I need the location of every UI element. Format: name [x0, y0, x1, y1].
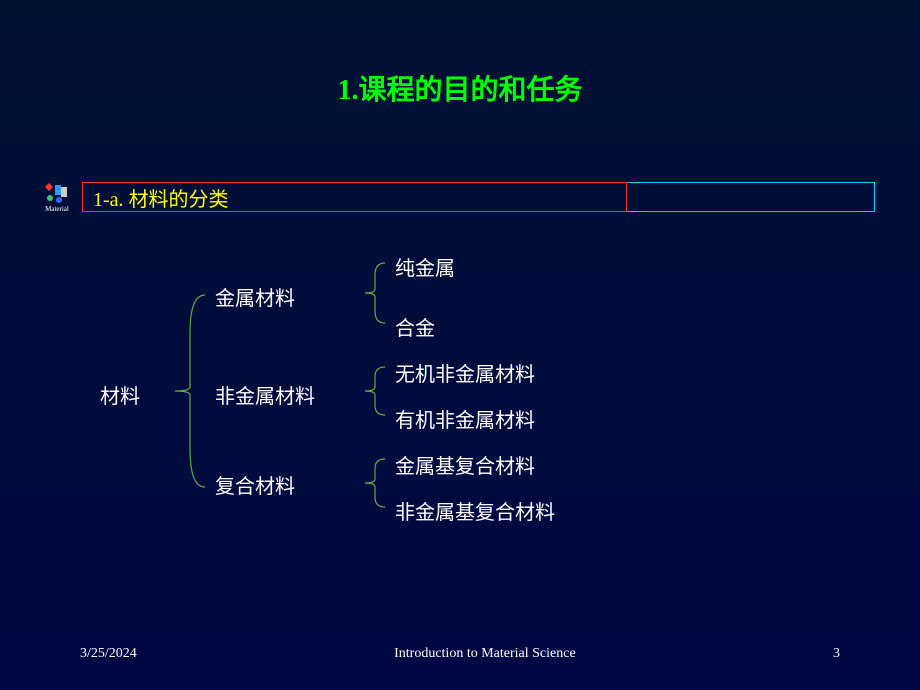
tree-l3-3: 有机非金属材料	[395, 404, 535, 433]
heading-container: 1-a. 材料的分类	[82, 182, 875, 212]
footer-page: 3	[833, 646, 840, 662]
section-header: Material 1-a. 材料的分类	[38, 178, 875, 216]
brace-1	[365, 263, 385, 323]
section-label: 1-a. 材料的分类	[93, 183, 229, 212]
icon-caption: Material	[45, 205, 69, 213]
title-text: 1.课程的目的和任务	[337, 75, 582, 106]
tree-l2-1: 非金属材料	[215, 380, 315, 409]
slide-title: 1.课程的目的和任务	[0, 0, 920, 108]
brace-2	[365, 367, 385, 415]
tree-l3-0: 纯金属	[395, 252, 455, 281]
slide-footer: 3/25/2024 Introduction to Material Scien…	[0, 646, 920, 662]
tree-l2-2: 复合材料	[215, 470, 295, 499]
tree-l3-2: 无机非金属材料	[395, 358, 535, 387]
material-icon: Material	[38, 178, 76, 216]
classification-tree: 材料 金属材料非金属材料复合材料 纯金属合金无机非金属材料有机非金属材料金属基复合材…	[95, 240, 870, 540]
brace-layer	[95, 240, 870, 540]
brace-3	[365, 459, 385, 507]
heading-inner-border: 1-a. 材料的分类	[82, 182, 627, 212]
brace-0	[175, 295, 205, 487]
tree-l3-4: 金属基复合材料	[395, 450, 535, 479]
tree-l3-1: 合金	[395, 312, 435, 341]
tree-l2-0: 金属材料	[215, 282, 295, 311]
tree-root: 材料	[100, 380, 140, 409]
tree-l3-5: 非金属基复合材料	[395, 496, 555, 525]
footer-date: 3/25/2024	[80, 646, 137, 662]
footer-center: Introduction to Material Science	[394, 646, 576, 662]
